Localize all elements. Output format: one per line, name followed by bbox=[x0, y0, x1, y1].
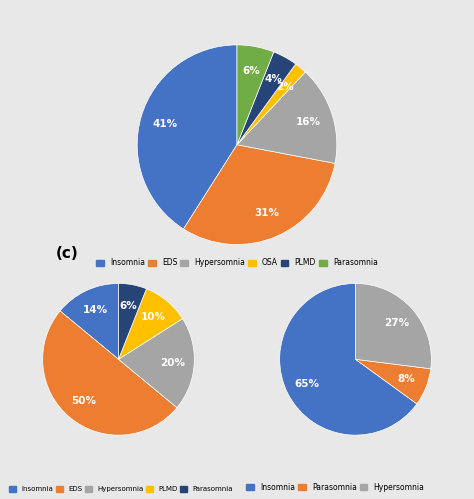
Legend: Insomnia, EDS, Hypersomnia, PLMD, Parasomnia: Insomnia, EDS, Hypersomnia, PLMD, Paraso… bbox=[8, 486, 234, 493]
Text: 14%: 14% bbox=[82, 305, 108, 315]
Text: 6%: 6% bbox=[120, 300, 137, 311]
Legend: Insomnia, EDS, Hypersomnia, OSA, PLMD, Parasomnia: Insomnia, EDS, Hypersomnia, OSA, PLMD, P… bbox=[96, 257, 378, 268]
Wedge shape bbox=[43, 311, 177, 435]
Wedge shape bbox=[356, 359, 431, 404]
Text: 2%: 2% bbox=[276, 82, 293, 92]
Wedge shape bbox=[183, 145, 335, 245]
Text: 10%: 10% bbox=[141, 312, 166, 322]
Wedge shape bbox=[237, 64, 305, 145]
Wedge shape bbox=[118, 319, 194, 408]
Text: 6%: 6% bbox=[242, 66, 260, 76]
Wedge shape bbox=[237, 72, 337, 163]
Wedge shape bbox=[356, 283, 431, 369]
Text: 8%: 8% bbox=[397, 374, 415, 384]
Wedge shape bbox=[237, 45, 274, 145]
Wedge shape bbox=[137, 45, 237, 229]
Legend: Insomnia, Parasomnia, Hypersomnia: Insomnia, Parasomnia, Hypersomnia bbox=[246, 482, 425, 493]
Text: (c): (c) bbox=[56, 246, 79, 260]
Text: 41%: 41% bbox=[153, 119, 178, 129]
Text: 20%: 20% bbox=[161, 358, 185, 368]
Wedge shape bbox=[60, 283, 118, 359]
Wedge shape bbox=[118, 283, 146, 359]
Text: 65%: 65% bbox=[294, 379, 319, 389]
Wedge shape bbox=[237, 52, 296, 145]
Text: 50%: 50% bbox=[71, 396, 96, 406]
Text: 31%: 31% bbox=[254, 209, 279, 219]
Wedge shape bbox=[118, 289, 182, 359]
Text: 4%: 4% bbox=[264, 74, 282, 84]
Wedge shape bbox=[280, 283, 417, 435]
Text: 27%: 27% bbox=[384, 318, 409, 328]
Text: 16%: 16% bbox=[296, 117, 321, 127]
